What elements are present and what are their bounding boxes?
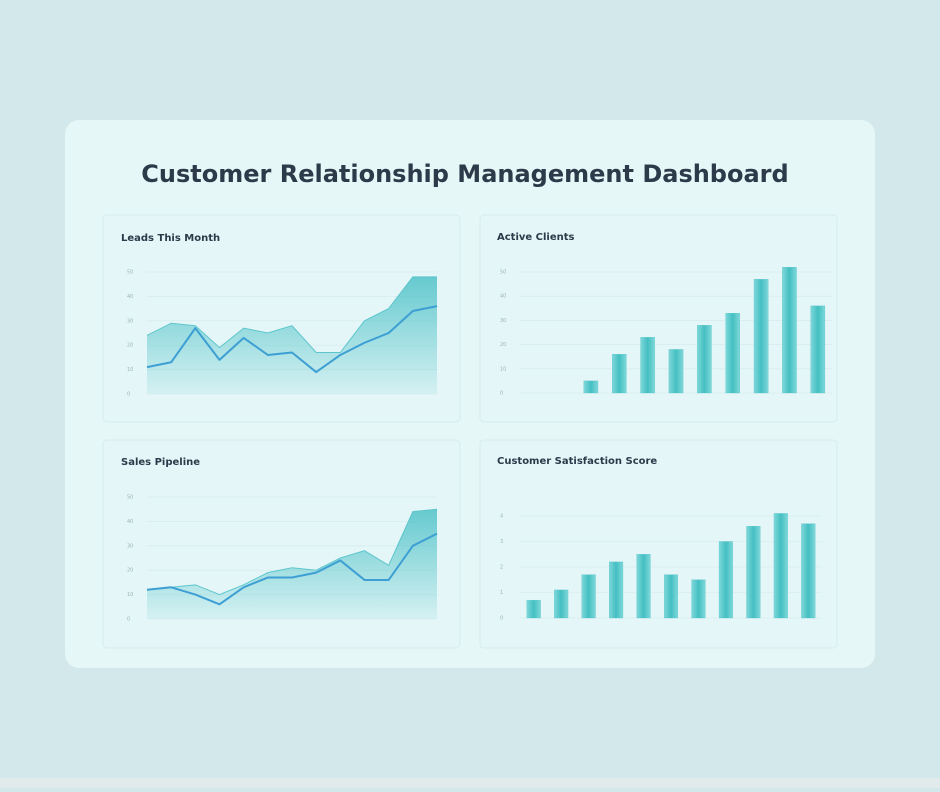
bar xyxy=(718,541,733,619)
y-tick-label: 10 xyxy=(127,367,133,373)
y-tick-label: 10 xyxy=(500,366,506,372)
bar xyxy=(801,523,816,619)
y-tick-label: 2 xyxy=(500,565,503,571)
area-edge xyxy=(146,276,437,354)
bar xyxy=(636,554,651,619)
y-tick-label: 0 xyxy=(500,391,503,397)
y-tick-label: 3 xyxy=(500,539,503,545)
y-tick-label: 20 xyxy=(127,343,133,349)
bar xyxy=(810,305,826,394)
y-tick-label: 1 xyxy=(500,590,503,596)
area xyxy=(147,276,437,394)
bar xyxy=(782,267,797,394)
panel-title: Leads This Month xyxy=(121,233,220,244)
bar xyxy=(725,312,740,394)
y-tick-label: 30 xyxy=(127,543,133,549)
y-tick-label: 0 xyxy=(500,616,503,622)
area xyxy=(147,509,437,619)
y-tick-label: 50 xyxy=(127,270,133,276)
bar xyxy=(583,380,599,394)
line xyxy=(146,532,438,606)
bar xyxy=(526,600,541,619)
y-tick-label: 0 xyxy=(127,617,130,623)
y-tick-label: 40 xyxy=(500,294,506,300)
y-tick-label: 40 xyxy=(127,294,133,300)
bar xyxy=(746,526,761,619)
dashboard-title: Customer Relationship Management Dashboa… xyxy=(141,160,788,188)
y-tick-label: 40 xyxy=(127,519,133,525)
line xyxy=(146,305,438,374)
y-tick-label: 20 xyxy=(500,342,506,348)
bar xyxy=(663,574,679,619)
panel-title: Customer Satisfaction Score xyxy=(497,456,657,467)
y-tick-label: 30 xyxy=(500,318,506,324)
bar xyxy=(609,561,624,619)
panel xyxy=(479,214,838,423)
y-tick-label: 50 xyxy=(500,270,506,276)
bar xyxy=(668,349,684,394)
bar xyxy=(581,574,596,619)
y-tick-label: 30 xyxy=(127,318,133,324)
bar xyxy=(753,279,769,394)
panel-title: Sales Pipeline xyxy=(121,457,200,468)
bottom-strip xyxy=(0,778,940,788)
y-tick-label: 20 xyxy=(127,568,133,574)
area-edge xyxy=(146,508,438,596)
y-tick-label: 4 xyxy=(500,514,503,520)
bar xyxy=(640,337,655,394)
bar xyxy=(554,589,569,619)
bar xyxy=(691,579,706,619)
bar xyxy=(612,354,627,394)
panel-title: Active Clients xyxy=(497,232,575,243)
y-tick-label: 50 xyxy=(127,495,133,501)
bar xyxy=(773,513,788,619)
y-tick-label: 10 xyxy=(127,592,133,598)
bar xyxy=(697,325,712,394)
y-tick-label: 0 xyxy=(127,392,130,398)
